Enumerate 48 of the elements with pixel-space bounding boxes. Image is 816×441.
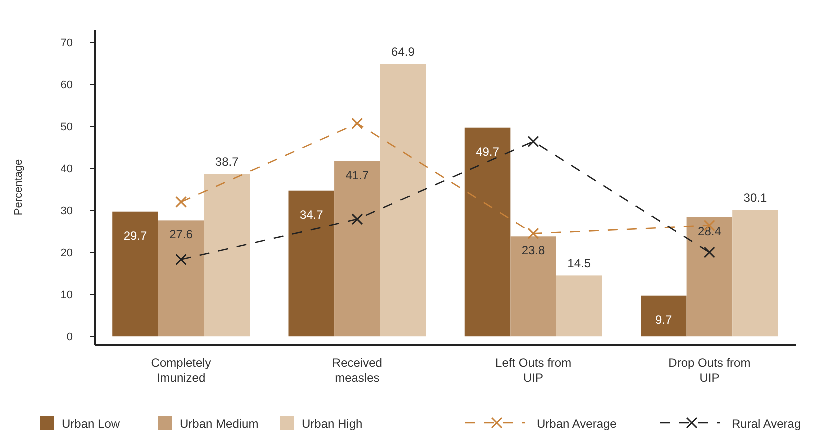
point: [176, 254, 188, 266]
bar: [732, 210, 778, 337]
bar: [158, 220, 204, 337]
data-label: 49.7: [476, 144, 500, 159]
bar: [204, 174, 250, 337]
y-tick-label: 50: [60, 122, 73, 134]
data-label: 14.5: [568, 256, 592, 271]
data-label: 27.6: [170, 228, 194, 242]
legend-label: Urban Medium: [180, 417, 259, 431]
bar: [686, 217, 733, 337]
point: [704, 246, 716, 258]
bar: [380, 64, 426, 337]
bar: [556, 276, 602, 337]
bar: [112, 212, 158, 337]
data-label: 9.7: [656, 312, 673, 327]
x-tick-label: Received measles: [332, 356, 382, 385]
y-tick-label: 0: [66, 332, 73, 344]
data-label: 30.1: [744, 191, 768, 206]
bar: [464, 128, 511, 337]
y-tick-label: 70: [60, 38, 73, 50]
point: [352, 214, 364, 226]
point: [528, 228, 540, 240]
y-tick-label: 10: [60, 290, 73, 302]
x-tick-label: Drop Outs from UIP: [668, 356, 751, 385]
y-axis-title: Percentage: [13, 159, 25, 216]
legend-label: Rural Averag: [732, 417, 802, 431]
data-label: 64.9: [392, 45, 416, 60]
bar: [510, 236, 556, 337]
data-label: 23.8: [522, 244, 546, 258]
x-tick-label: Completely Imunized: [151, 356, 212, 385]
legend-label: Urban Low: [62, 417, 120, 431]
x-tick-label: Left Outs from UIP: [496, 356, 572, 385]
y-tick-label: 60: [60, 80, 73, 92]
data-label: 29.7: [124, 228, 148, 243]
data-label: 38.7: [215, 155, 240, 170]
data-label: 41.7: [346, 168, 370, 182]
bar: [641, 296, 687, 337]
y-tick-label: 20: [60, 248, 73, 260]
legend-label: Urban Average: [537, 417, 618, 431]
bar: [334, 161, 380, 337]
y-tick-label: 30: [60, 206, 73, 218]
bar: [288, 190, 335, 337]
legend-label: Urban High: [302, 417, 363, 431]
data-label: 34.7: [300, 208, 324, 222]
y-tick-label: 40: [60, 164, 73, 176]
point: [176, 196, 188, 208]
point: [528, 136, 540, 148]
point: [352, 118, 364, 130]
